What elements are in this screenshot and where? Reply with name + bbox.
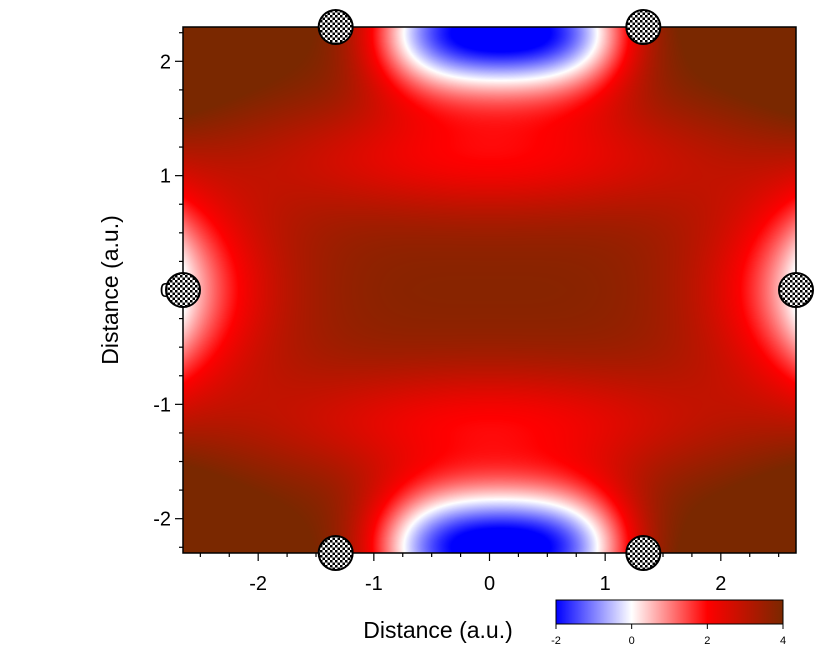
atom-marker — [778, 272, 814, 308]
x-axis-title: Distance (a.u.) — [363, 617, 513, 643]
colorbar-tick-label: 2 — [704, 635, 710, 647]
colorbar-tick-label: 0 — [629, 635, 635, 647]
atom-marker — [317, 535, 354, 571]
markers-layer — [165, 9, 814, 571]
colorbar-tick-label: 4 — [780, 635, 786, 647]
x-tick-label: 0 — [484, 573, 495, 595]
colorbar-ticks: -2 0 2 4 — [551, 624, 786, 647]
atom-marker — [625, 9, 662, 45]
colorbar-gradient — [555, 599, 784, 625]
y-tick-label: -1 — [153, 394, 171, 416]
atom-marker — [165, 272, 201, 308]
x-tick-label: -2 — [249, 573, 267, 595]
atom-marker — [625, 535, 662, 571]
x-axis: -2 -1 0 1 2 — [199, 553, 780, 595]
atom-marker — [317, 9, 354, 45]
colorbar: -2 0 2 4 — [551, 599, 786, 647]
y-tick-label: 2 — [160, 51, 171, 73]
y-axis-title: Distance (a.u.) — [97, 215, 123, 365]
x-tick-label: -1 — [365, 573, 383, 595]
y-tick-label: -2 — [153, 509, 171, 531]
y-tick-label: 1 — [160, 166, 171, 188]
colorbar-tick-label: -2 — [551, 635, 561, 647]
plot-area — [182, 26, 797, 554]
x-tick-label: 2 — [715, 573, 726, 595]
x-tick-label: 1 — [600, 573, 611, 595]
heatmap-field — [183, 27, 796, 553]
